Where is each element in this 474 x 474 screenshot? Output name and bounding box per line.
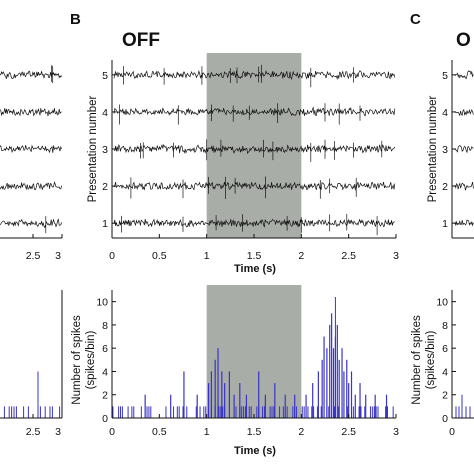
hist-x-tick-label: 1	[204, 426, 210, 438]
raster-x-tick-label: 2.5	[341, 250, 356, 262]
c-raster-y-tick-label: 5	[442, 70, 448, 82]
a-raster-trace-2	[0, 181, 62, 191]
raster-trace-5	[113, 64, 396, 88]
panel-a-raster-partial: 2.5 3	[0, 65, 63, 262]
raster-trace-2	[113, 176, 396, 199]
raster-x-tick-label: 2	[298, 250, 304, 262]
raster-x-tick-label: 1	[204, 250, 210, 262]
raster-y-tick-label: 3	[102, 144, 108, 156]
panel-c-histogram-partial: 0 2 4 6 8 10 0 Number of spikes (spikes/bin)	[411, 290, 474, 438]
panel-b-title: OFF	[122, 30, 160, 51]
hist-y-tick-label: 0	[102, 413, 108, 425]
a-hist-x-tick-label: 3	[55, 426, 61, 438]
c-raster-trace-5	[454, 70, 474, 80]
hist-y-label-line1: Number of spikes	[71, 315, 83, 405]
c-raster-y-tick-label: 4	[442, 107, 448, 119]
c-hist-y-tick-label: 4	[442, 366, 448, 378]
c-raster-y-tick-label: 2	[442, 181, 448, 193]
hist-x-tick-label: 2	[298, 426, 304, 438]
raster-y-label: Presentation number	[87, 95, 99, 202]
panel-c-raster-partial: 1 2 3 4 5 Presentation number	[427, 60, 474, 239]
panel-letter-c: C	[410, 11, 421, 28]
raster-y-tick-label: 5	[102, 70, 108, 82]
c-raster-y-label: Presentation number	[427, 95, 439, 202]
raster-y-tick-label: 4	[102, 107, 108, 119]
a-hist-x-tick-label: 2.5	[26, 426, 41, 438]
hist-y-tick-label: 4	[102, 366, 108, 378]
c-raster-trace-4	[454, 108, 474, 117]
c-hist-y-tick-label: 2	[442, 390, 448, 402]
panel-c-title: O	[456, 30, 471, 51]
hist-x-tick-label: 2.5	[341, 426, 356, 438]
hist-y-tick-label: 8	[102, 320, 108, 332]
hist-y-label-line2: (spikes/bin)	[85, 330, 97, 389]
c-raster-trace-3	[454, 145, 474, 154]
raster-x-label: Time (s)	[234, 263, 276, 275]
raster-x-tick-label: 3	[393, 250, 399, 262]
c-hist-y-tick-label: 8	[442, 320, 448, 332]
raster-trace-1	[113, 214, 396, 236]
a-raster-trace-5	[0, 65, 62, 84]
raster-trace-3	[113, 139, 396, 162]
stimulus-shade-raster	[206, 53, 302, 238]
raster-x-tick-label: 0	[109, 250, 115, 262]
c-hist-y-tick-label: 6	[442, 343, 448, 355]
raster-x-tick-label: 0.5	[152, 250, 167, 262]
raster-y-tick-label: 2	[102, 181, 108, 193]
raster-y-tick-label: 1	[102, 218, 108, 230]
c-raster-y-tick-label: 3	[442, 144, 448, 156]
c-raster-trace-2	[454, 181, 474, 191]
hist-x-tick-label: 3	[393, 426, 399, 438]
a-raster-trace-1	[0, 216, 62, 234]
c-hist-x-tick-label: 0	[449, 426, 455, 438]
panel-b-histogram: 0 2 4 6 8 10 0 0.5 1 1.5 2 2.5 3 Number of spikes (…	[71, 285, 399, 457]
c-hist-y-tick-label: 10	[436, 297, 448, 309]
c-hist-y-label-line2: (spikes/bin)	[425, 330, 437, 389]
c-raster-y-tick-label: 1	[442, 218, 448, 230]
hist-x-tick-label: 0	[109, 426, 115, 438]
raster-trace-4	[113, 103, 396, 125]
a-raster-trace-3	[0, 144, 62, 154]
a-raster-x-tick-label: 2.5	[26, 250, 41, 262]
hist-x-tick-label: 0.5	[152, 426, 167, 438]
raster-x-tick-label: 1.5	[247, 250, 262, 262]
panel-letter-b: B	[70, 11, 81, 28]
a-raster-trace-4	[0, 108, 62, 117]
hist-x-tick-label: 1.5	[247, 426, 262, 438]
c-hist-y-tick-label: 0	[442, 413, 448, 425]
hist-y-tick-label: 2	[102, 390, 108, 402]
hist-x-label: Time (s)	[234, 445, 276, 457]
stimulus-shade-histogram	[206, 285, 302, 418]
c-raster-trace-1	[454, 219, 474, 227]
c-hist-y-label-line1: Number of spikes	[411, 315, 423, 405]
a-raster-x-tick-label: 3	[55, 250, 61, 262]
panel-a-histogram-partial: 2.5 3	[0, 290, 63, 438]
hist-y-tick-label: 6	[102, 343, 108, 355]
hist-y-tick-label: 10	[96, 297, 108, 309]
